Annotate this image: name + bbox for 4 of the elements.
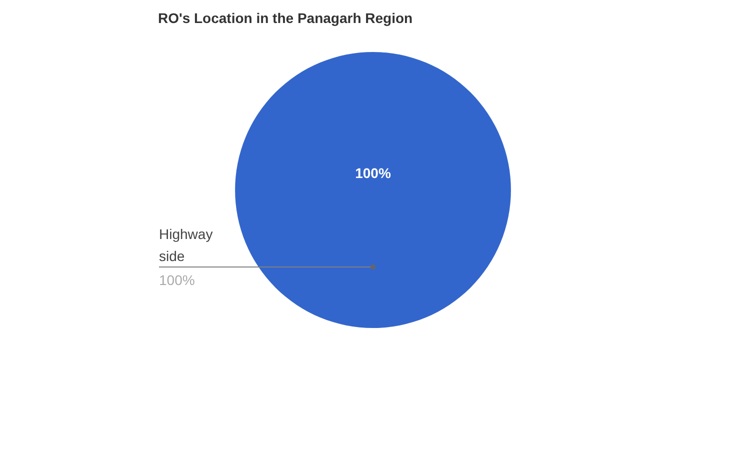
data-label: 100% xyxy=(355,164,392,181)
slice-label: Highway side xyxy=(159,226,213,264)
text: 100% xyxy=(159,272,195,288)
chart-title: RO's Location in the Panagarh Region xyxy=(158,10,413,26)
